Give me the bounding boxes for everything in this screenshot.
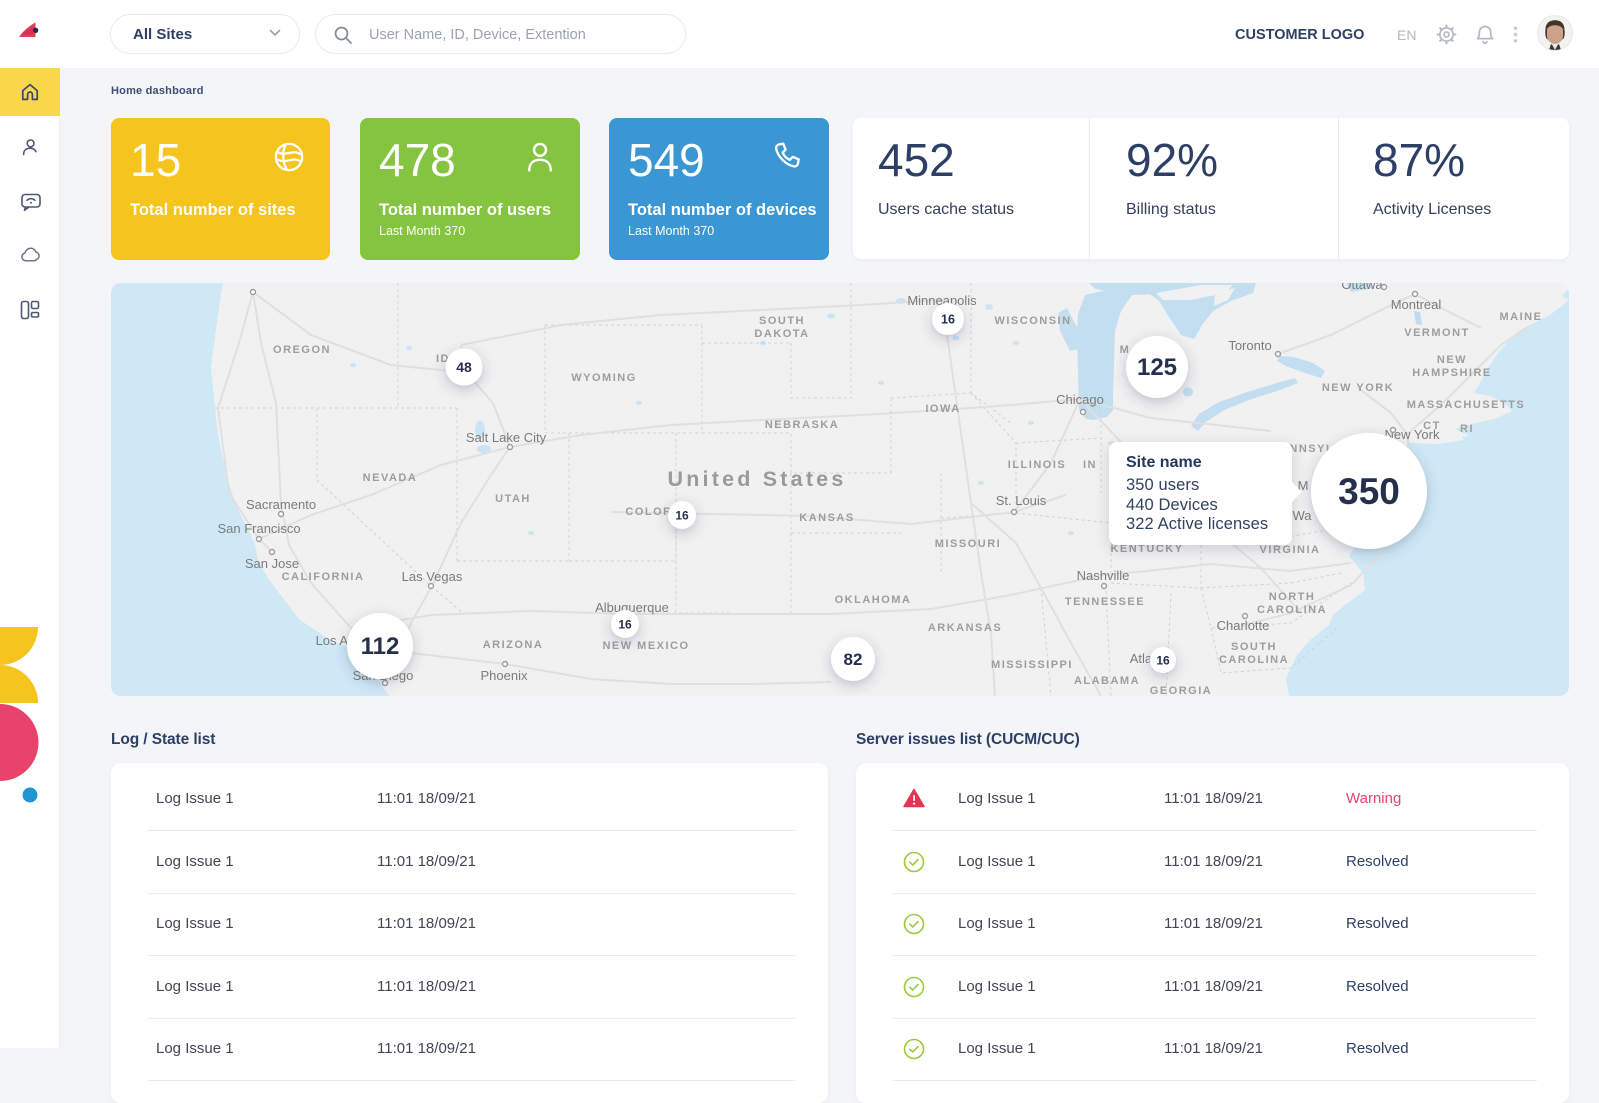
svg-text:CAROLINA: CAROLINA (1257, 604, 1327, 616)
svg-text:ARIZONA: ARIZONA (483, 639, 544, 651)
svg-text:MISSOURI: MISSOURI (935, 538, 1001, 550)
svg-text:16: 16 (618, 618, 632, 632)
svg-text:NORTH: NORTH (1269, 591, 1316, 603)
svg-text:NEW: NEW (1437, 354, 1467, 366)
svg-text:KENTUCKY: KENTUCKY (1110, 543, 1183, 555)
svg-text:NEW MEXICO: NEW MEXICO (602, 640, 689, 652)
svg-text:VERMONT: VERMONT (1404, 327, 1470, 339)
svg-text:NEBRASKA: NEBRASKA (765, 419, 839, 431)
svg-text:Albuquerque: Albuquerque (595, 600, 669, 615)
svg-text:New York: New York (1385, 427, 1440, 442)
svg-text:ILLINOIS: ILLINOIS (1008, 459, 1066, 471)
svg-text:112: 112 (361, 633, 400, 660)
svg-text:M: M (1298, 478, 1309, 493)
svg-text:MASSACHUSETTS: MASSACHUSETTS (1407, 399, 1526, 411)
svg-text:IN: IN (1083, 459, 1097, 471)
svg-text:Charlotte: Charlotte (1217, 618, 1270, 633)
svg-text:MAINE: MAINE (1500, 311, 1543, 323)
svg-text:Phoenix: Phoenix (481, 668, 528, 683)
svg-text:350: 350 (1338, 471, 1400, 512)
svg-text:Ottawa: Ottawa (1341, 283, 1383, 292)
svg-text:NEVADA: NEVADA (363, 472, 418, 484)
svg-text:Sacramento: Sacramento (246, 497, 316, 512)
svg-text:VIRGINIA: VIRGINIA (1260, 544, 1321, 556)
svg-text:ID: ID (436, 353, 450, 365)
svg-text:Minneapolis: Minneapolis (907, 293, 977, 308)
svg-text:SOUTH: SOUTH (1231, 641, 1277, 653)
svg-text:San Jose: San Jose (245, 556, 299, 571)
svg-text:82: 82 (844, 650, 863, 669)
svg-text:Wa: Wa (1292, 508, 1312, 523)
svg-text:HAMPSHIRE: HAMPSHIRE (1412, 367, 1492, 379)
svg-text:16: 16 (675, 509, 689, 523)
svg-text:WISCONSIN: WISCONSIN (994, 315, 1071, 327)
svg-text:125: 125 (1137, 354, 1177, 381)
svg-text:M: M (1120, 344, 1131, 356)
svg-text:OREGON: OREGON (273, 344, 331, 356)
svg-text:San Francisco: San Francisco (217, 521, 300, 536)
svg-text:16: 16 (1156, 654, 1170, 668)
svg-text:ARKANSAS: ARKANSAS (928, 622, 1002, 634)
svg-text:Toronto: Toronto (1228, 338, 1271, 353)
svg-text:CALIFORNIA: CALIFORNIA (282, 571, 365, 583)
svg-text:WYOMING: WYOMING (571, 372, 637, 384)
svg-text:CAROLINA: CAROLINA (1219, 654, 1289, 666)
svg-text:KANSAS: KANSAS (799, 512, 854, 524)
svg-text:NEW YORK: NEW YORK (1322, 382, 1394, 394)
svg-text:TENNESSEE: TENNESSEE (1065, 596, 1145, 608)
svg-text:OKLAHOMA: OKLAHOMA (835, 594, 912, 606)
svg-text:Nashville: Nashville (1077, 568, 1130, 583)
svg-text:RI: RI (1460, 423, 1474, 435)
svg-text:Salt Lake City: Salt Lake City (466, 430, 547, 445)
svg-text:Montreal: Montreal (1391, 297, 1442, 312)
svg-text:IOWA: IOWA (925, 403, 960, 415)
svg-text:Las Vegas: Las Vegas (402, 569, 463, 584)
svg-text:16: 16 (941, 313, 955, 327)
svg-text:MISSISSIPPI: MISSISSIPPI (991, 659, 1073, 671)
svg-text:CT: CT (1423, 420, 1441, 432)
svg-text:UTAH: UTAH (495, 493, 531, 505)
svg-text:United States: United States (668, 467, 847, 491)
svg-text:St. Louis: St. Louis (996, 493, 1047, 508)
svg-text:ALABAMA: ALABAMA (1074, 675, 1140, 687)
svg-text:COLOR: COLOR (625, 506, 672, 518)
svg-text:DAKOTA: DAKOTA (754, 328, 809, 340)
svg-text:48: 48 (456, 359, 472, 375)
svg-text:GEORGIA: GEORGIA (1150, 685, 1212, 696)
svg-text:Chicago: Chicago (1056, 392, 1104, 407)
svg-text:SOUTH: SOUTH (759, 315, 805, 327)
